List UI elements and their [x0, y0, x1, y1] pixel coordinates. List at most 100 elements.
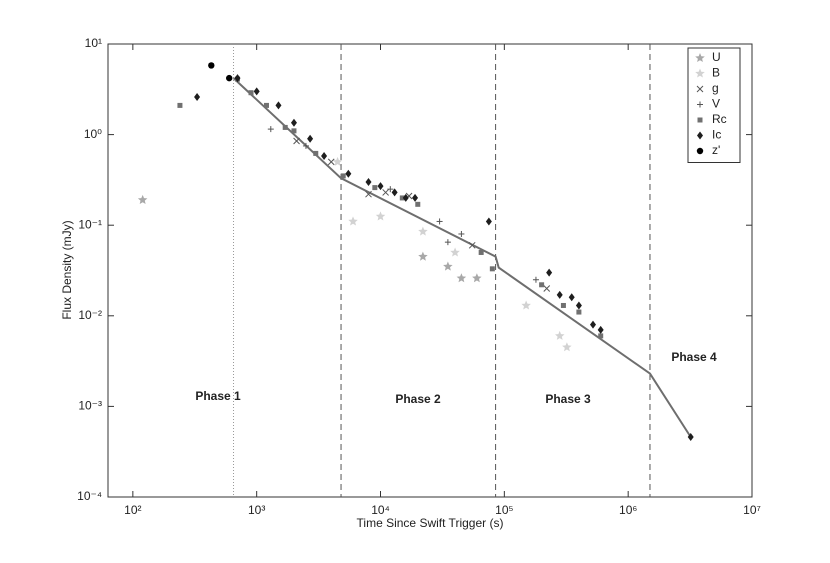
phase-label: Phase 1 [195, 389, 241, 403]
star-marker [456, 273, 467, 283]
diamond-marker [575, 301, 582, 310]
diamond-marker [402, 193, 409, 202]
diamond-marker [546, 268, 553, 277]
x-marker [382, 189, 389, 196]
square-marker [313, 150, 319, 156]
x-marker [696, 85, 704, 93]
square-marker [697, 117, 703, 123]
star-marker [521, 300, 531, 310]
square-marker [560, 302, 566, 308]
model-line [232, 77, 692, 438]
diamond-marker [590, 320, 597, 329]
diamond-marker [391, 188, 398, 197]
legend-label: B [712, 66, 720, 80]
square-marker [291, 128, 297, 134]
circle-marker [208, 62, 215, 69]
star-marker [472, 273, 482, 283]
marker-stroke [293, 137, 300, 145]
square-marker [177, 102, 183, 108]
marker-stroke [382, 189, 389, 196]
plus-marker [387, 186, 394, 193]
plus-marker [458, 230, 465, 237]
y-tick-label: 10⁻¹ [78, 217, 102, 231]
legend-label: V [712, 97, 720, 111]
plot-frame [107, 43, 753, 498]
circle-marker [226, 74, 233, 82]
star-marker [555, 330, 565, 340]
y-tick-label: 10⁻² [78, 308, 102, 322]
diamond-marker [345, 169, 352, 178]
x-tick-label: 10⁵ [495, 503, 513, 517]
x-tick-label: 10⁶ [619, 503, 637, 517]
marker-stroke [543, 285, 551, 292]
diamond-marker [275, 101, 282, 110]
legend-label: U [712, 50, 721, 64]
y-axis-label: Flux Density (mJy) [60, 220, 74, 319]
square-marker [489, 266, 495, 272]
square-marker [248, 90, 254, 96]
x-marker [327, 158, 335, 166]
plus-marker [436, 218, 443, 225]
diamond-marker [290, 118, 297, 127]
diamond-marker [253, 87, 260, 96]
x-marker [365, 190, 372, 198]
diamond-marker [687, 432, 694, 441]
circle-marker [696, 147, 704, 155]
diamond-marker [556, 290, 563, 299]
marker-stroke [327, 158, 335, 166]
square-marker [576, 309, 582, 315]
diamond-marker [412, 193, 419, 202]
star-marker [375, 211, 386, 221]
phase-label: Phase 4 [671, 350, 717, 364]
star-marker [137, 194, 148, 204]
star-marker [332, 156, 343, 166]
square-marker [598, 333, 604, 339]
marker-stroke [365, 190, 372, 198]
y-tick-label: 10¹ [85, 36, 102, 50]
diamond-marker [597, 325, 604, 334]
diamond-marker [568, 293, 575, 302]
star-marker [443, 261, 453, 271]
diamond-marker [697, 131, 703, 140]
square-marker [539, 282, 545, 288]
square-marker [372, 185, 378, 191]
x-axis-label: Time Since Swift Trigger (s) [357, 516, 504, 530]
y-tick-label: 10⁻³ [78, 399, 102, 413]
marker-stroke [696, 85, 704, 93]
legend-box [687, 47, 741, 163]
x-tick-label: 10² [124, 503, 141, 517]
star-marker [418, 226, 428, 236]
square-marker [399, 195, 405, 201]
diamond-marker [234, 74, 241, 83]
x-marker [468, 241, 476, 249]
diamond-marker [485, 217, 492, 226]
square-marker [263, 102, 269, 108]
plus-marker [267, 126, 274, 133]
star-marker [450, 247, 460, 257]
square-marker [340, 173, 346, 179]
plus-marker [697, 101, 703, 108]
star-marker [695, 53, 705, 62]
phase-label: Phase 3 [545, 392, 591, 406]
star-marker [695, 68, 705, 78]
legend-label: Rc [712, 112, 727, 126]
y-tick-label: 10⁻⁴ [77, 489, 102, 503]
star-marker [348, 216, 358, 226]
plus-marker [532, 276, 539, 283]
star-marker [418, 251, 428, 261]
plus-marker [302, 142, 309, 149]
x-marker [543, 285, 551, 292]
square-marker [415, 201, 421, 207]
diamond-marker [194, 93, 201, 102]
x-tick-label: 10⁴ [371, 503, 390, 517]
diamond-marker [365, 177, 372, 186]
legend-label: z' [712, 143, 720, 157]
diamond-marker [377, 182, 384, 191]
x-tick-label: 10⁷ [743, 503, 761, 517]
diamond-marker [321, 152, 328, 161]
x-tick-label: 10³ [248, 503, 265, 517]
x-marker [293, 137, 300, 145]
square-marker [282, 124, 288, 130]
plus-marker [444, 239, 451, 246]
